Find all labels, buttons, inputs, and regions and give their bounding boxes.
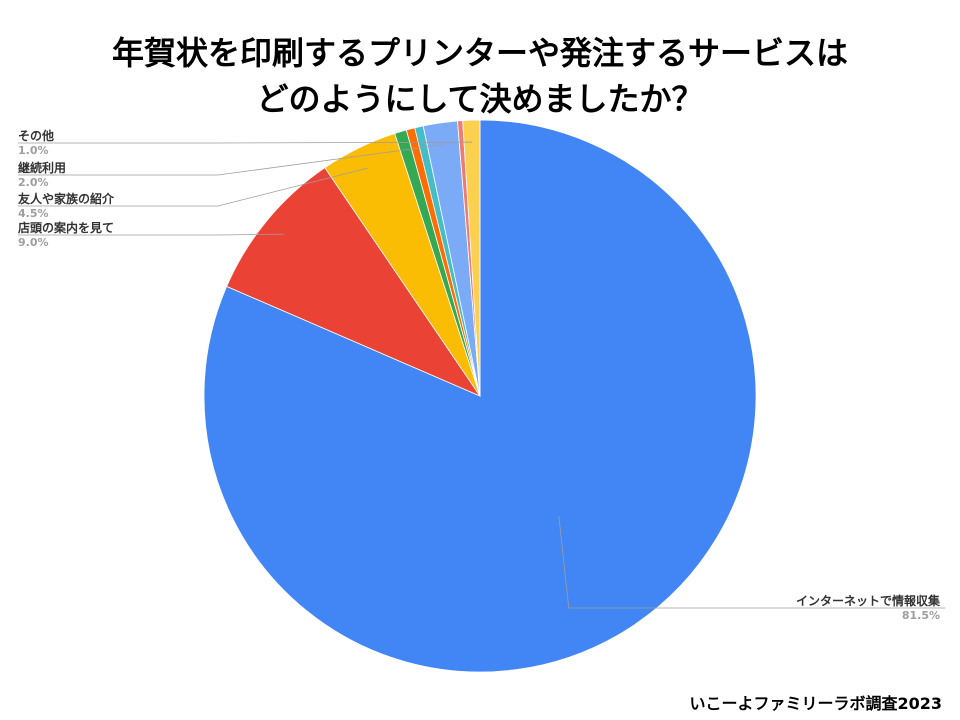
slice-label-1: 店頭の案内を見て [18,220,114,235]
slice-label-2: 友人や家族の紹介 [17,191,115,206]
chart-title-line-1: 年賀状を印刷するプリンターや発注するサービスは [111,34,848,72]
leader-line-1 [18,233,285,236]
leader-lines [18,141,945,609]
pie-slice-1 [226,167,482,397]
leader-line-6 [18,144,444,176]
leader-line-0 [558,515,945,609]
slice-label-6: 継続利用 [18,160,66,175]
pie-slices [203,119,757,673]
pie-slice-8 [462,119,481,397]
leader-line-8 [18,141,473,144]
source-credit: いこーよファミリーラボ調査2023 [689,694,942,713]
slice-value-label-0: 81.5% [902,609,940,622]
slice-label-8: その他 [18,128,54,143]
slice-value-label-2: 4.5% [18,207,49,220]
chart-title-line-2: どのようにして決めましたか？ [256,80,704,118]
leader-line-2 [18,167,369,207]
chart-title: 年賀状を印刷するプリンターや発注するサービスは どのようにして決めましたか？ [0,30,960,122]
slice-value-label-6: 2.0% [18,176,49,189]
slice-value-label-8: 1.0% [18,144,49,157]
slice-label-0: インターネットで情報収集 [796,593,941,608]
slice-value-label-1: 9.0% [18,236,49,249]
